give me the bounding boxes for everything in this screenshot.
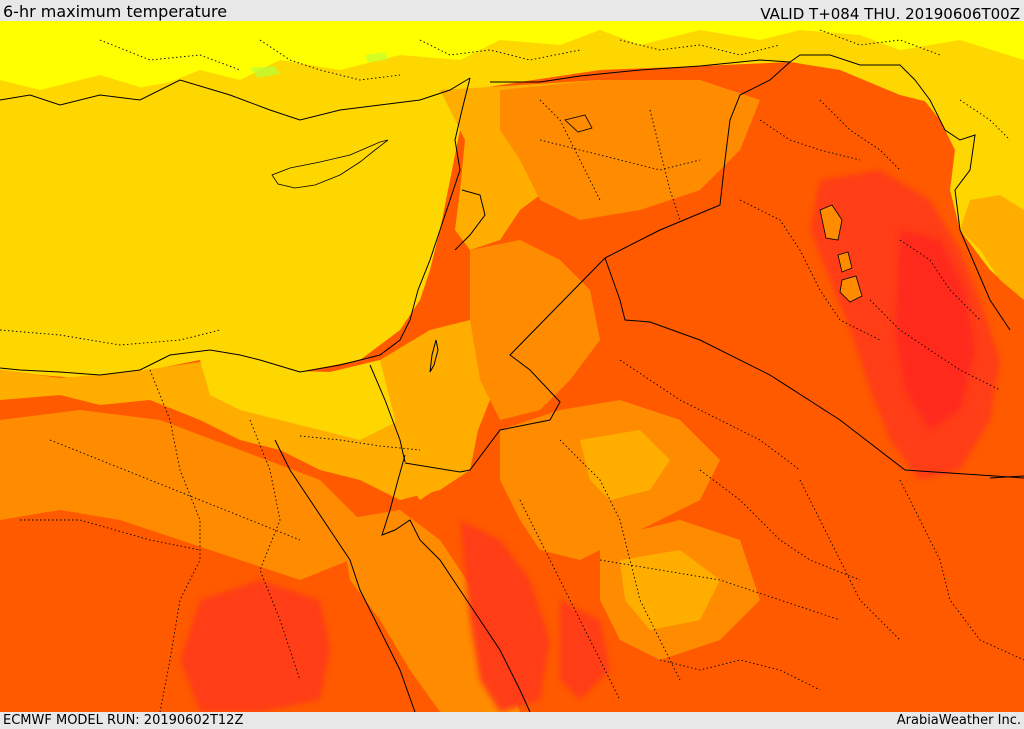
lebanon-syria-border	[454, 189, 486, 251]
model-run-label: ECMWF MODEL RUN: 20190602T12Z	[3, 713, 244, 728]
arabia-central-light	[620, 550, 720, 630]
iraq-lake-3	[839, 275, 863, 303]
gulf-of-suez	[274, 439, 416, 712]
egypt-israel-border	[369, 364, 406, 463]
admin-boundaries	[0, 29, 1024, 712]
sinai-band	[380, 320, 500, 500]
iraq-saudi-border	[649, 321, 1024, 479]
egypt-yellow-inland	[200, 360, 410, 440]
east-light-orange-band	[960, 195, 1024, 300]
levant-coast	[299, 77, 471, 373]
red-sea-band	[340, 510, 520, 712]
north-light-yellow-band	[0, 21, 1024, 90]
arabia-light-orange-2	[580, 430, 670, 500]
pale-green-patch-2	[365, 52, 388, 62]
temperature-map	[0, 21, 1024, 712]
egypt-coast	[0, 349, 301, 376]
syria-orange	[500, 80, 760, 220]
egypt-interior-orange	[0, 410, 360, 580]
map-canvas	[0, 21, 1024, 712]
footer-bar: ECMWF MODEL RUN: 20190602T12Z ArabiaWeat…	[0, 712, 1024, 729]
iraq-deep-red	[895, 230, 975, 430]
iraq-iran-border	[914, 79, 1011, 331]
dead-sea-coast	[429, 339, 439, 373]
turkey-south-coast	[0, 77, 471, 121]
iraq-lake-1	[819, 204, 843, 241]
syria-turkey-border	[490, 54, 916, 83]
arabia-south-red	[560, 600, 610, 700]
gulf-of-aqaba	[381, 454, 531, 712]
valid-time-label: VALID T+084 THU. 20190606T00Z	[760, 5, 1020, 23]
credit-label: ArabiaWeather Inc.	[896, 713, 1021, 728]
jordan-saudi-border	[404, 257, 606, 473]
header-bar: 6-hr maximum temperature VALID T+084 THU…	[0, 0, 1024, 23]
syria-iraq-border	[604, 61, 791, 259]
arabia-west-red	[460, 520, 550, 712]
cyprus-island	[271, 139, 389, 189]
jordan-iraq-border	[604, 257, 651, 323]
egypt-south-red	[180, 580, 330, 712]
mediterranean-inner	[0, 120, 360, 365]
iraq-lake-2	[837, 251, 853, 273]
lake-assad	[564, 114, 593, 133]
pale-green-patch	[250, 66, 280, 78]
map-title: 6-hr maximum temperature	[3, 2, 228, 21]
